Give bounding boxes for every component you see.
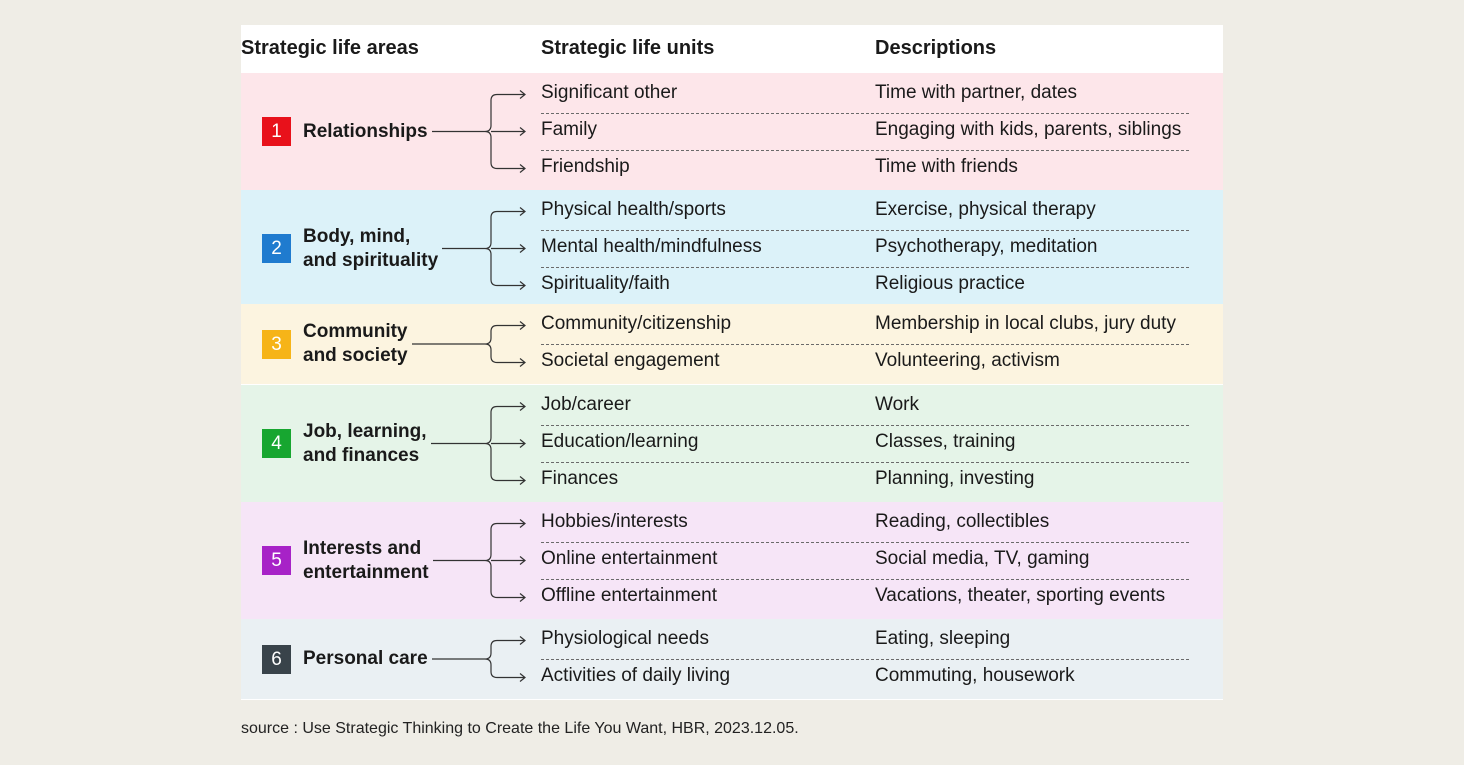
unit-row: Finances Planning, investing	[241, 462, 1223, 499]
row-divider	[541, 542, 1189, 543]
life-area-group: 5 Interests and entertainment Hobbies/inte…	[241, 502, 1223, 619]
life-area-group: 2 Body, mind, and spirituality Physical he…	[241, 190, 1223, 307]
unit-description: Religious practice	[875, 273, 1025, 294]
unit-row: Activities of daily living Commuting, hou…	[241, 659, 1223, 696]
life-unit: Activities of daily living	[541, 665, 731, 686]
bracket-connector	[412, 321, 526, 367]
bracket-connector	[433, 519, 526, 602]
table-header: Strategic life areas Strategic life unit…	[241, 25, 1223, 73]
area-label: Interests and entertainment	[303, 537, 429, 583]
area-number-badge: 4	[262, 429, 291, 458]
area-label: Community and society	[303, 321, 408, 366]
area-number-badge: 5	[262, 546, 291, 575]
unit-row: Significant other Time with partner, date…	[241, 76, 1223, 113]
unit-description: Work	[875, 394, 919, 415]
life-unit: Significant other	[541, 82, 678, 103]
life-unit: Offline entertainment	[541, 585, 718, 606]
unit-description: Volunteering, activism	[875, 350, 1060, 371]
connector-path	[433, 519, 526, 602]
unit-row: Family Engaging with kids, parents, sibli…	[241, 113, 1223, 150]
unit-description: Vacations, theater, sporting events	[875, 585, 1166, 606]
life-area-group: 6 Personal care Physiological needs Eating,…	[241, 619, 1223, 699]
unit-description: Exercise, physical therapy	[875, 199, 1096, 220]
life-unit: Physiological needs	[541, 628, 709, 649]
unit-description: Engaging with kids, parents, siblings	[875, 119, 1182, 140]
unit-row: Education/learning Classes, training	[241, 425, 1223, 462]
unit-description: Social media, TV, gaming	[875, 548, 1090, 569]
life-unit: Community/citizenship	[541, 313, 732, 334]
row-divider	[541, 267, 1189, 268]
unit-row: Job/career Work	[241, 388, 1223, 425]
unit-description: Time with friends	[875, 156, 1018, 177]
source-citation: source : Use Strategic Thinking to Creat…	[241, 720, 799, 737]
area-number-badge: 3	[262, 329, 291, 359]
unit-description: Membership in local clubs, jury duty	[875, 313, 1176, 334]
life-unit: Family	[541, 119, 597, 140]
life-unit: Hobbies/interests	[541, 511, 688, 532]
area-number-badge: 1	[262, 117, 291, 146]
unit-description: Psychotherapy, meditation	[875, 236, 1098, 257]
area-label: Body, mind, and spirituality	[303, 225, 439, 271]
unit-description: Commuting, housework	[875, 665, 1075, 686]
unit-description: Eating, sleeping	[875, 628, 1011, 649]
header-units: Strategic life units	[541, 37, 715, 59]
row-divider	[541, 659, 1189, 660]
life-unit: Societal engagement	[541, 350, 720, 371]
header-areas: Strategic life areas	[241, 37, 419, 59]
area-number-badge: 6	[262, 644, 291, 674]
unit-row: Offline entertainment Vacations, theater,…	[241, 579, 1223, 616]
unit-row: Societal engagement Volunteering, activis…	[241, 344, 1223, 381]
bracket-connector	[442, 207, 526, 290]
bracket-connector	[431, 402, 526, 485]
unit-description: Classes, training	[875, 431, 1016, 452]
area-number-badge: 2	[262, 234, 291, 263]
unit-description: Reading, collectibles	[875, 511, 1050, 532]
row-divider	[541, 113, 1189, 114]
connector-path	[431, 402, 526, 485]
row-divider	[541, 150, 1189, 151]
connector-path	[412, 321, 526, 367]
unit-row: Physical health/sports Exercise, physical…	[241, 193, 1223, 230]
life-unit: Job/career	[541, 394, 631, 415]
connector-path	[432, 636, 526, 682]
life-unit: Education/learning	[541, 431, 699, 452]
connector-path	[442, 207, 526, 290]
life-unit: Mental health/mindfulness	[541, 236, 762, 257]
life-area-group: 3 Community and society Community/citizens…	[241, 304, 1223, 384]
unit-description: Planning, investing	[875, 468, 1035, 489]
unit-row: Hobbies/interests Reading, collectibles	[241, 505, 1223, 542]
unit-row: Online entertainment Social media, TV, ga…	[241, 542, 1223, 579]
life-unit: Online entertainment	[541, 548, 718, 569]
area-label: Relationships	[303, 120, 428, 142]
unit-description: Time with partner, dates	[875, 82, 1078, 103]
bracket-connector	[432, 636, 526, 682]
row-divider	[541, 230, 1189, 231]
unit-row: Friendship Time with friends	[241, 150, 1223, 187]
row-divider	[541, 425, 1189, 426]
life-unit: Friendship	[541, 156, 630, 177]
unit-row: Community/citizenship Membership in local…	[241, 307, 1223, 344]
life-area-group: 4 Job, learning, and finances Job/career Wo…	[241, 385, 1223, 502]
life-unit: Finances	[541, 468, 619, 489]
row-divider	[541, 579, 1189, 580]
life-unit: Spirituality/faith	[541, 273, 670, 294]
life-unit: Physical health/sports	[541, 199, 726, 220]
row-divider	[541, 462, 1189, 463]
row-divider	[541, 344, 1189, 345]
unit-row: Spirituality/faith Religious practice	[241, 267, 1223, 304]
area-label: Personal care	[303, 648, 428, 669]
connector-path	[432, 90, 526, 173]
unit-row: Physiological needs Eating, sleeping	[241, 622, 1223, 659]
unit-row: Mental health/mindfulness Psychotherapy, …	[241, 230, 1223, 267]
header-descriptions: Descriptions	[875, 37, 997, 59]
life-areas-table: Strategic life areas Strategic life unit…	[241, 25, 1223, 700]
area-label: Job, learning, and finances	[303, 420, 427, 466]
life-area-group: 1 Relationships Significant other Time with…	[241, 73, 1223, 190]
bracket-connector	[432, 90, 526, 173]
